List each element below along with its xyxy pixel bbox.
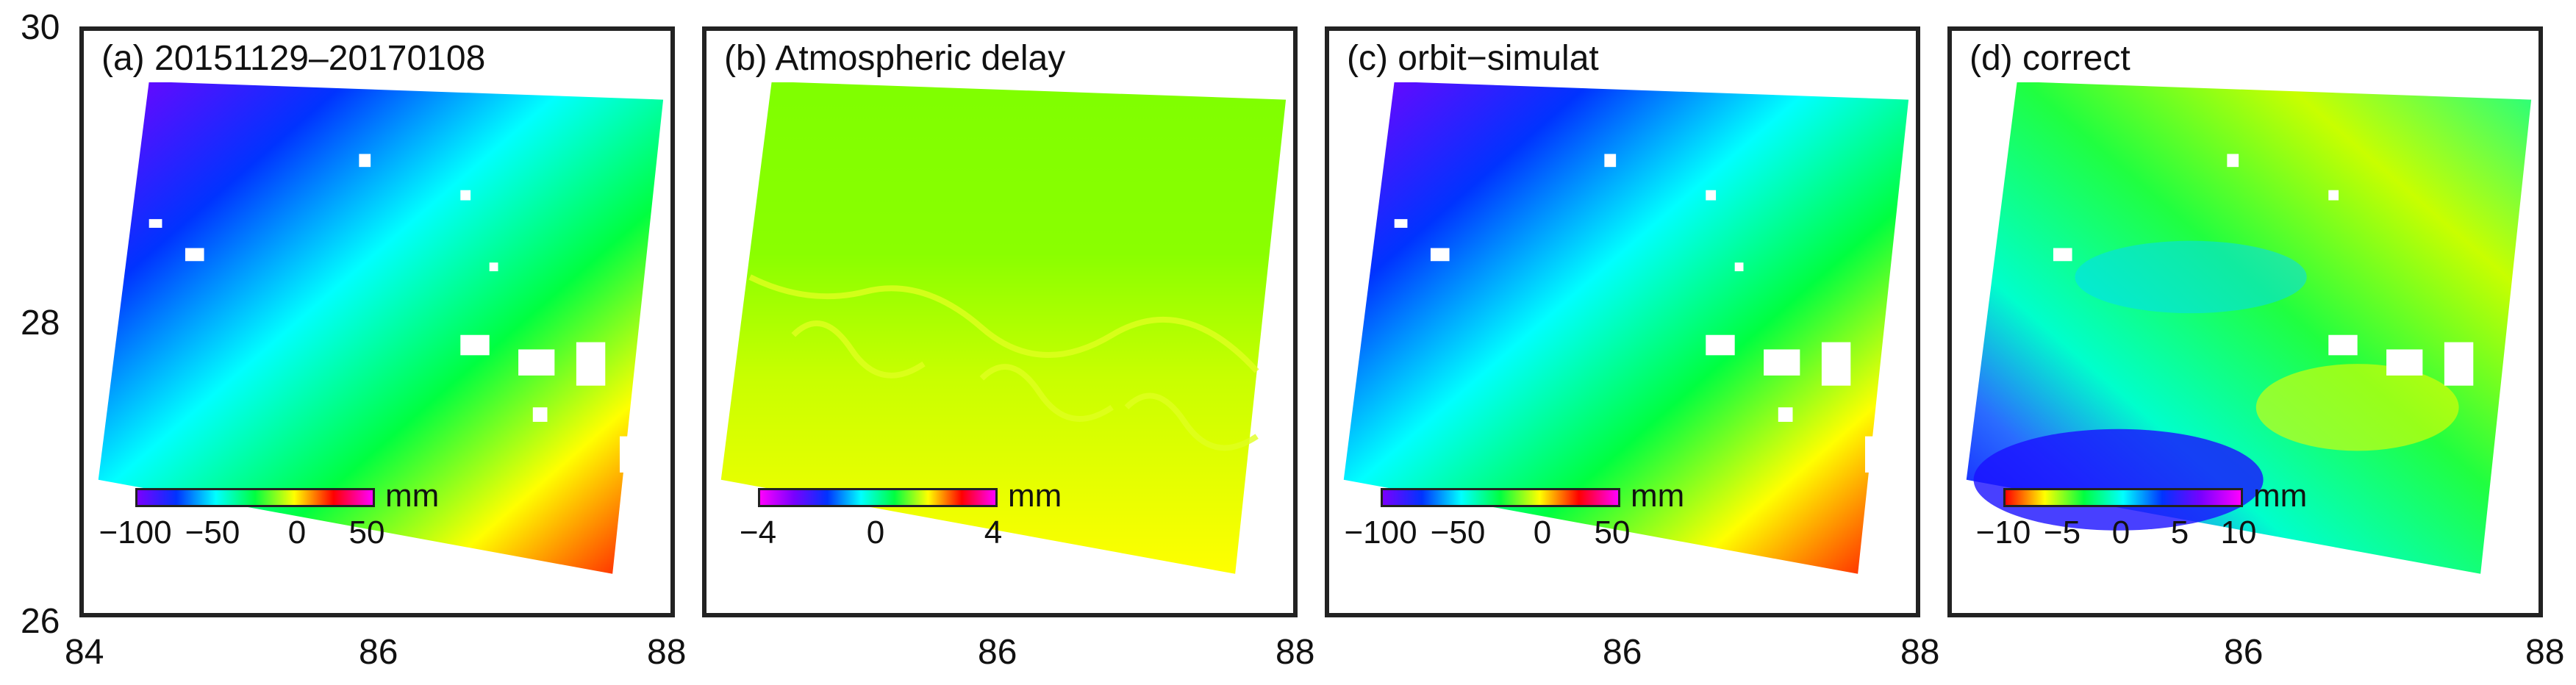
panel-d-title: (d) correct [1962,35,2138,82]
panel-a-colorbar: mm −100 −50 0 50 [99,478,439,570]
panel-c-map [1343,81,1909,574]
panel-a-tick-1: −100 [99,514,172,550]
panel-a-colorbar-bar [135,488,375,507]
panel-a: (a) 20151129‒20170108 mm −100 −50 0 50 [79,26,675,617]
panel-c-unit: mm [1631,478,1685,514]
panel-d: (d) correct mm −10 −5 0 5 10 [1947,26,2543,617]
x-label-84: 84 [65,633,104,672]
x-label-b-86: 86 [978,633,1017,672]
panel-c-tick-2: −50 [1430,514,1486,550]
panel-b-colorbar: mm −4 0 4 [740,478,1062,570]
panel-c-tick-1: −100 [1344,514,1417,550]
x-label-c-86: 86 [1603,633,1642,672]
panel-c: (c) orbit−simulat mm −100 −50 0 50 [1325,26,1920,617]
panel-d-tick-3: 0 [2111,514,2130,550]
y-label-28: 28 [21,304,60,342]
panel-b-tick-2: 0 [866,514,885,550]
panel-b-colorbar-bar [758,488,998,507]
panel-a-tick-4: 50 [348,514,385,550]
panel-a-tick-2: −50 [185,514,240,550]
x-label-b-88: 88 [1276,633,1315,672]
panel-a-title: (a) 20151129‒20170108 [94,35,493,82]
panel-a-tick-3: 0 [287,514,307,550]
panel-d-tick-4: 5 [2170,514,2189,550]
x-label-a-88: 88 [647,633,687,672]
panel-b-title: (b) Atmospheric delay [717,35,1073,82]
panel-c-colorbar-bar [1381,488,1620,507]
x-label-d-86: 86 [2224,633,2264,672]
panel-d-colorbar-bar [2003,488,2243,507]
x-label-a-86: 86 [359,633,398,672]
y-label-26: 26 [21,602,60,641]
x-label-d-88: 88 [2525,633,2565,672]
panel-c-title: (c) orbit−simulat [1339,35,1606,82]
panel-d-unit: mm [2253,478,2308,514]
panel-b-tick-3: 4 [984,514,1003,550]
panel-b: (b) Atmospheric delay mm −4 0 4 [702,26,1298,617]
panel-b-map [720,81,1287,574]
panel-d-colorbar: mm −10 −5 0 5 10 [1976,478,2308,570]
panel-b-unit: mm [1008,478,1062,514]
panel-d-tick-1: −10 [1975,514,2031,550]
panel-a-unit: mm [385,478,440,514]
x-label-c-88: 88 [1900,633,1940,672]
panel-c-colorbar: mm −100 −50 0 50 [1344,478,1684,570]
panel-c-tick-4: 50 [1594,514,1631,550]
panel-d-tick-2: −5 [2043,514,2081,550]
y-label-30: 30 [21,8,60,47]
panel-a-map [98,81,664,574]
panel-c-tick-3: 0 [1533,514,1552,550]
panel-b-tick-1: −4 [739,514,777,550]
panel-d-tick-5: 10 [2220,514,2257,550]
